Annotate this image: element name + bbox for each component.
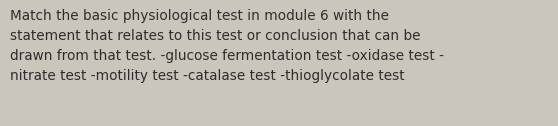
Text: Match the basic physiological test in module 6 with the
statement that relates t: Match the basic physiological test in mo… — [10, 9, 444, 83]
